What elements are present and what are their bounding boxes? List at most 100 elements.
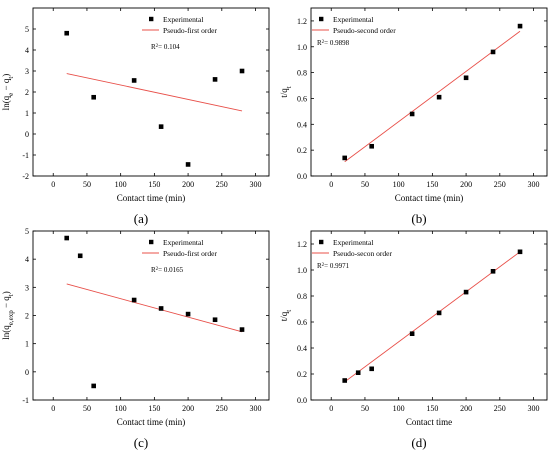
r-squared-annotation: R2= 0.0165 [151,266,184,274]
data-point [463,289,469,295]
y-tick-label: 0.6 [297,318,307,327]
x-tick-label: 300 [250,404,262,413]
data-point [64,30,70,36]
y-tick-label: -1 [22,151,29,160]
data-point [239,327,245,332]
y-axis-label: ln(qe,exp − qt) [1,291,15,340]
y-axis-label: t/qt [279,86,293,98]
x-tick-label: 100 [115,180,127,189]
x-tick-label: 300 [528,404,540,413]
data-point [517,249,523,255]
legend-label-fit: Pseudo-secon order [333,249,392,258]
data-point [369,366,374,372]
legend-marker [319,239,324,245]
chart-panel-a: 0 50 100 150 200 250 300 -2 -1 0 1 2 3 4 5 Contact time… [1,7,270,226]
panel-caption: (c) [134,435,148,450]
x-tick-label: 50 [361,404,369,413]
x-tick-label: 200 [182,404,194,413]
y-tick-label: 0.2 [297,146,307,155]
y-tick-label: 1 [25,340,29,349]
x-tick-label: 200 [182,180,194,189]
x-tick-label: 150 [148,180,160,189]
plot-frame [32,230,270,401]
y-tick-label: 0 [25,368,29,377]
x-tick-label: 250 [216,404,228,413]
x-tick-label: 0 [329,404,333,413]
y-axis-label: ln(qe − qt) [1,74,15,111]
x-tick-label: 100 [393,404,405,413]
y-tick-label: 0.4 [297,344,307,353]
plot-frame [32,7,270,177]
data-point [342,155,348,161]
x-tick-label: 100 [115,404,127,413]
y-tick-label: 3 [25,67,29,76]
legend-marker [149,16,154,22]
plot-frame [310,230,548,401]
data-point [517,23,523,29]
y-tick-label: -2 [22,172,29,181]
data-point [239,68,245,74]
y-tick-label: 5 [25,227,29,236]
x-tick-label: 0 [329,180,333,189]
legend-label-experimental: Experimental [333,238,373,247]
data-point [342,378,348,383]
x-tick-label: 250 [494,404,506,413]
y-tick-label: -1 [22,396,29,405]
y-tick-label: 1.0 [297,43,307,52]
r-squared-annotation: R2= 0.9898 [317,39,350,47]
y-tick-label: 1.0 [297,266,307,275]
x-tick-label: 100 [393,180,405,189]
y-tick-label: 4 [25,255,29,264]
panel-caption: (a) [134,211,148,226]
data-point [131,78,137,83]
x-tick-label: 150 [426,180,438,189]
x-tick-label: 200 [460,404,472,413]
legend-marker [319,16,324,22]
y-axis-label: t/qt [279,310,293,322]
y-tick-label: 0.4 [297,120,307,129]
y-tick-label: 0.8 [297,69,307,78]
data-point [463,75,469,81]
fit-line [66,283,243,333]
data-point [490,269,496,274]
y-tick-label: 0.2 [297,370,307,379]
data-point [77,253,83,259]
x-tick-label: 0 [51,404,55,413]
plot-frame [310,7,548,177]
data-point [158,306,164,311]
y-tick-label: 4 [25,46,29,55]
legend-label-fit: Pseudo-first order [163,26,217,35]
data-point [185,311,191,317]
legend-label-fit: Pseudo-first order [163,249,217,258]
legend-marker [149,239,154,245]
x-tick-label: 50 [361,180,369,189]
data-point [436,94,442,100]
x-tick-label: 50 [83,404,91,413]
y-tick-label: 1.2 [297,17,307,26]
chart-panel-c: 0 50 100 150 200 250 300 -1 0 1 2 3 4 5 Contact time (… [1,227,270,450]
y-tick-label: 0.8 [297,292,307,301]
r-squared-annotation: R2= 0.9971 [317,262,350,270]
data-point [436,310,442,316]
data-point [158,124,164,129]
y-tick-label: 0 [25,130,29,139]
x-tick-label: 300 [250,180,262,189]
x-tick-label: 50 [83,180,91,189]
data-point [212,77,218,82]
data-point [64,235,70,241]
data-point [490,49,496,55]
x-axis-label: Contact time (min) [117,417,185,427]
data-point [409,331,415,336]
x-tick-label: 250 [494,180,506,189]
legend-label-experimental: Experimental [333,15,373,24]
y-tick-label: 0.0 [297,396,307,405]
x-axis-label: Contact time (min) [395,193,463,203]
x-axis-label: Contact time (min) [117,193,185,203]
x-tick-label: 300 [528,180,540,189]
data-point [212,317,218,323]
x-axis-label: Contact time [406,417,452,427]
y-tick-label: 2 [25,88,29,97]
y-tick-label: 5 [25,25,29,34]
panel-caption: (d) [411,435,426,450]
